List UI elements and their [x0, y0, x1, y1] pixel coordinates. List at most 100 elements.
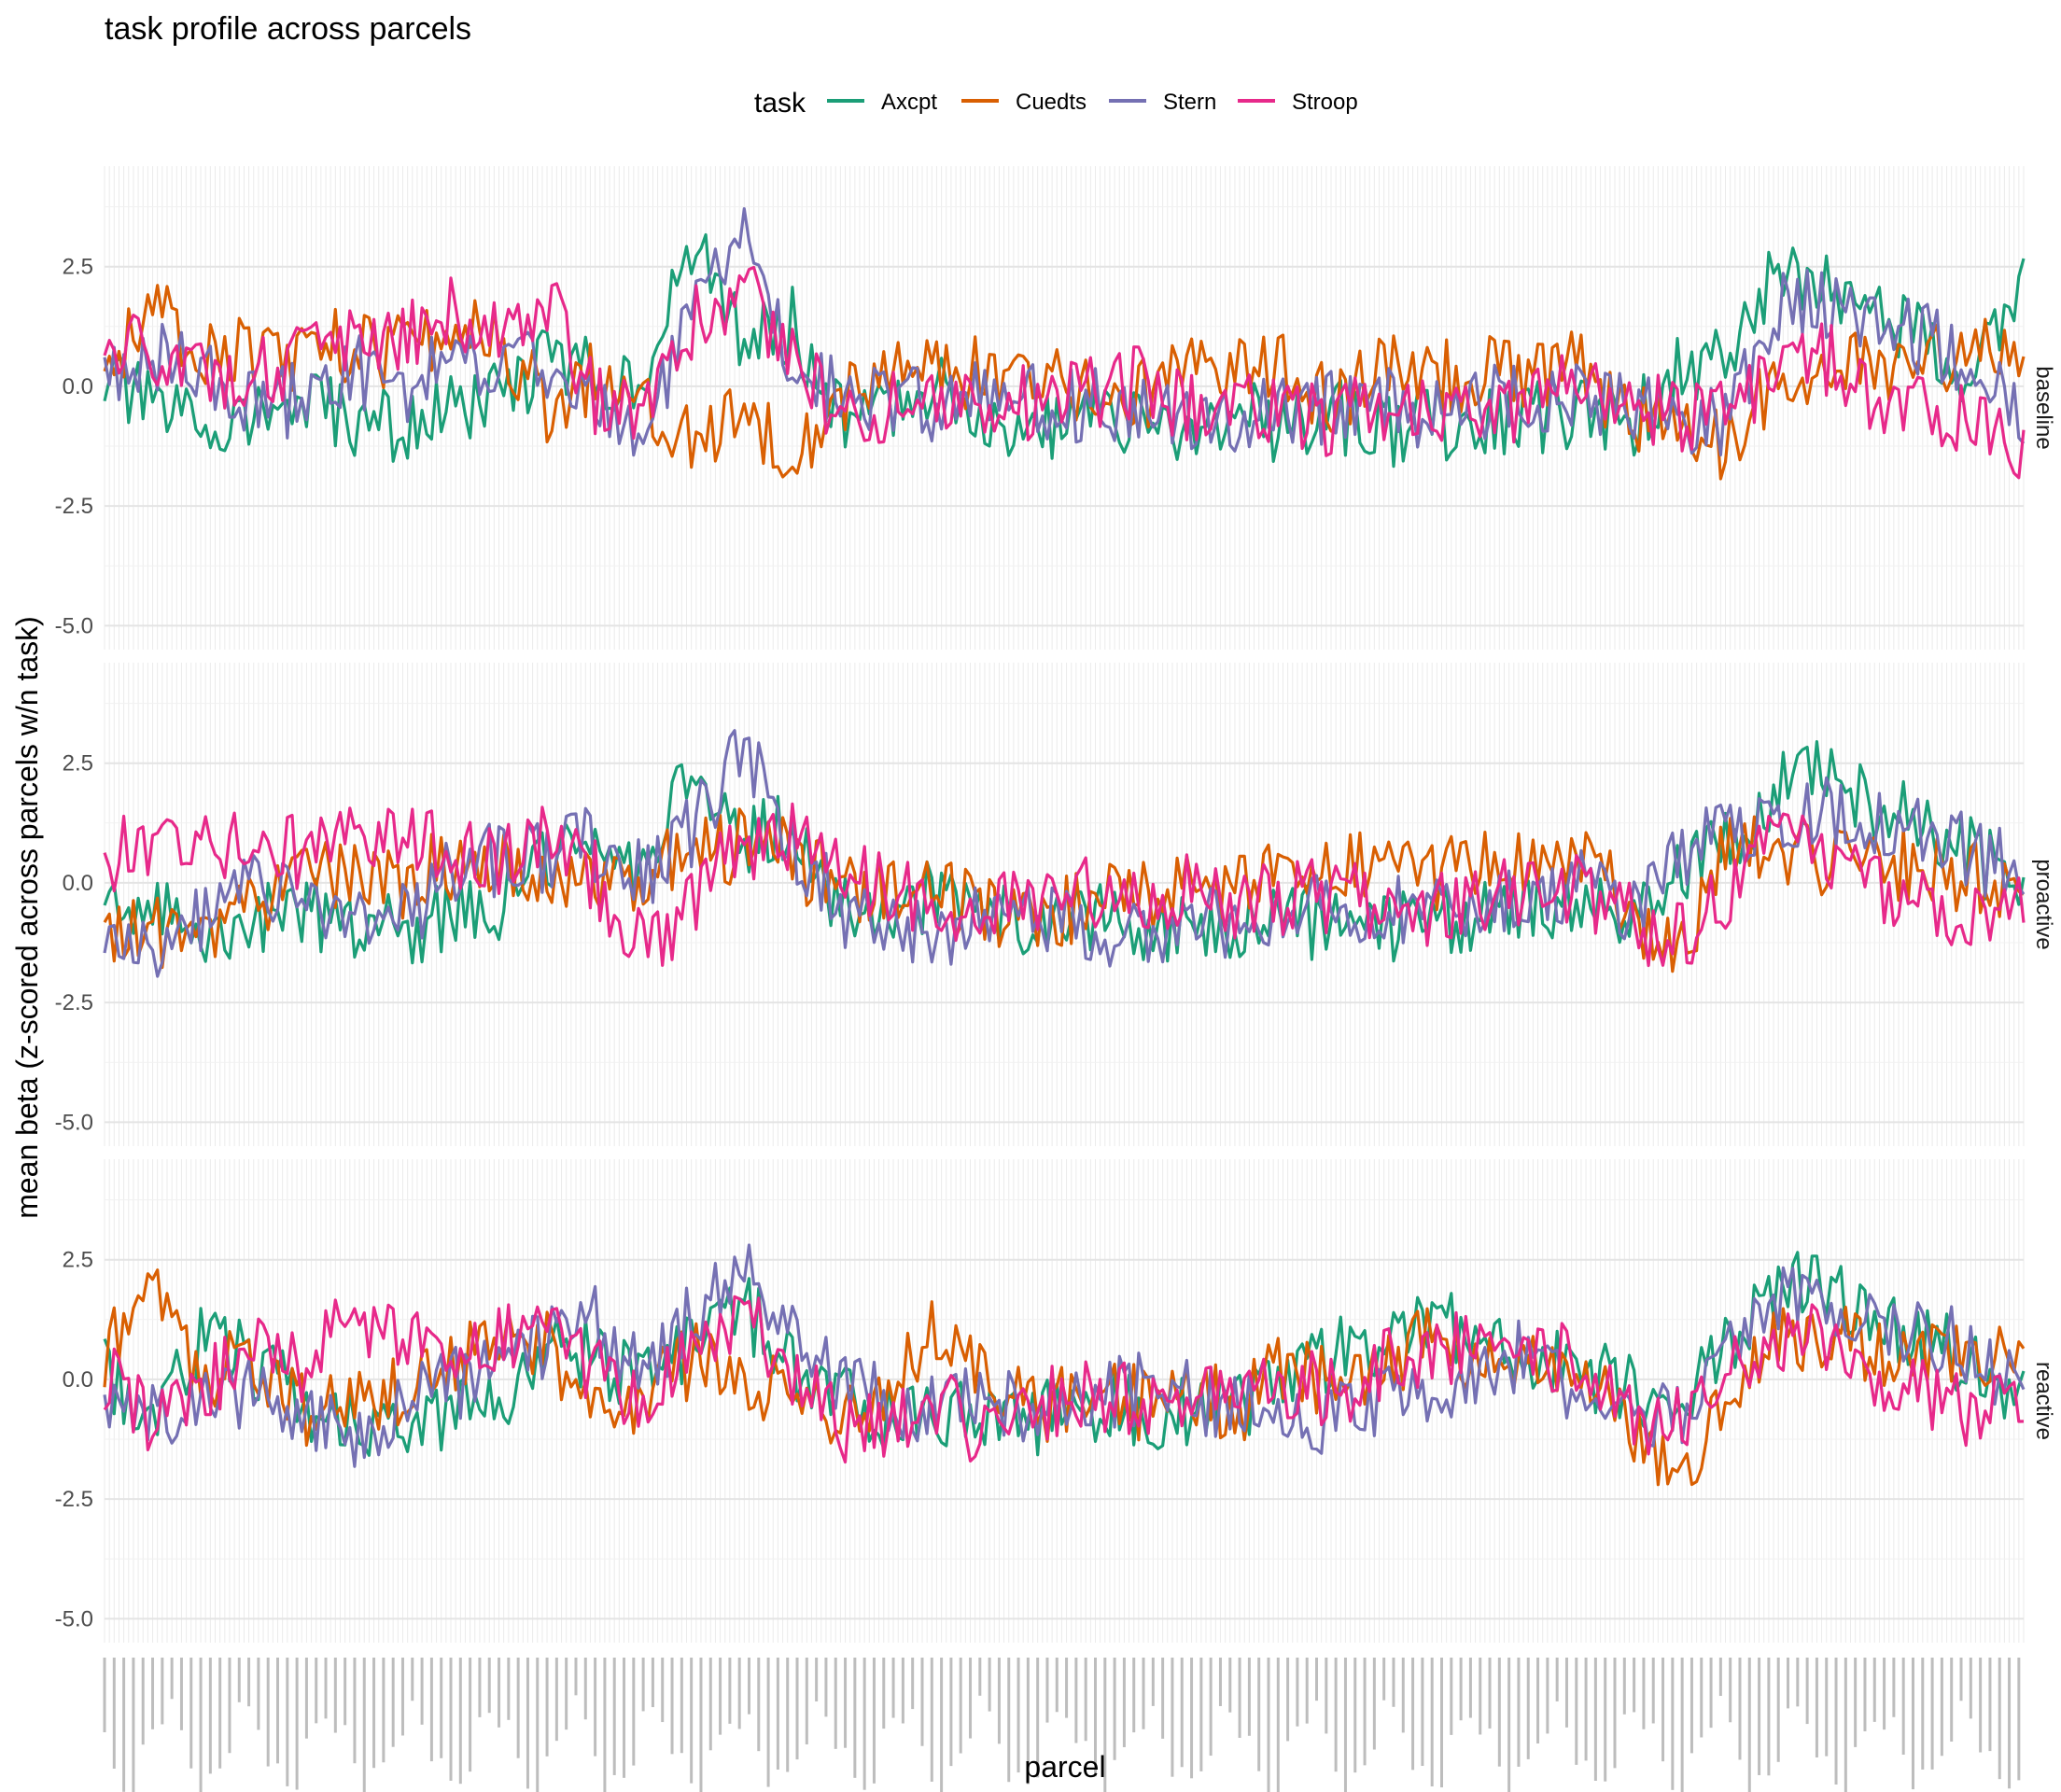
x-tick-label [719, 1658, 722, 1735]
x-tick-label [1228, 1658, 1232, 1713]
x-tick-label [411, 1658, 414, 1701]
x-tick-label [766, 1658, 770, 1787]
x-tick-label [228, 1658, 231, 1754]
x-tick-label [237, 1658, 241, 1702]
x-tick-label [1238, 1658, 1241, 1738]
x-tick-label [1738, 1658, 1742, 1760]
x-tick-label [1815, 1658, 1818, 1758]
x-tick-label [786, 1658, 790, 1772]
x-tick-label [891, 1658, 895, 1718]
x-tick-label [1854, 1658, 1858, 1747]
x-tick-label [1709, 1658, 1713, 1729]
x-tick-label [1372, 1658, 1376, 1750]
x-tick-label [1883, 1658, 1886, 1730]
x-tick-label [651, 1658, 654, 1708]
x-tick-label [1382, 1658, 1386, 1701]
x-tick-label [844, 1658, 848, 1748]
x-tick-label [1122, 1658, 1126, 1747]
x-tick-label [353, 1658, 357, 1764]
x-tick-label [199, 1658, 203, 1792]
legend-label-axcpt: Axcpt [881, 90, 937, 115]
x-tick-label [1247, 1658, 1251, 1736]
x-tick-label [382, 1658, 386, 1763]
x-tick-label [969, 1658, 973, 1739]
x-tick-label [304, 1658, 308, 1739]
y-tick-label: 2.5 [63, 751, 93, 777]
y-tick-label: -2.5 [55, 1487, 93, 1512]
x-tick-label [1276, 1658, 1280, 1792]
x-tick-label [882, 1658, 886, 1729]
x-tick-label [2017, 1658, 2021, 1781]
x-tick-label [1575, 1658, 1578, 1765]
x-tick-label [1497, 1658, 1501, 1767]
x-tick-label [641, 1658, 645, 1712]
x-tick-label [1950, 1658, 1954, 1742]
x-tick-label [315, 1658, 318, 1724]
x-tick-label [1296, 1658, 1299, 1727]
x-tick-label [218, 1658, 222, 1769]
y-tick-label: -5.0 [55, 613, 93, 638]
vertical-grid [104, 663, 2025, 1146]
x-tick-label [834, 1658, 837, 1749]
x-tick-label [1517, 1658, 1521, 1767]
chart-title: task profile across parcels [105, 11, 471, 47]
x-tick-label [911, 1658, 915, 1710]
x-tick-label [1036, 1658, 1040, 1778]
panel-proactive: -5.0 -2.5 0.0 2.5 proactive [55, 663, 2056, 1146]
x-tick-label [997, 1658, 1001, 1744]
x-tick-label [1892, 1658, 1896, 1717]
x-tick-label [208, 1658, 212, 1774]
x-tick-label [1758, 1658, 1761, 1775]
x-tick-label [141, 1658, 145, 1745]
x-tick-label [680, 1658, 683, 1754]
x-tick-label [1921, 1658, 1925, 1770]
x-tick-label [1863, 1658, 1867, 1731]
y-tick-label: -2.5 [55, 990, 93, 1015]
x-tick-label [458, 1658, 462, 1785]
x-tick-label [1325, 1658, 1328, 1734]
x-tick-label [1988, 1658, 1992, 1752]
x-tick-label [1872, 1658, 1876, 1722]
x-tick-label [161, 1658, 164, 1725]
x-tick-label [1633, 1658, 1636, 1713]
x-tick-labels [103, 1658, 2021, 1792]
legend-label-stroop: Stroop [1292, 90, 1358, 115]
x-tick-label [853, 1658, 857, 1778]
x-tick-label [1421, 1658, 1424, 1767]
x-tick-label [632, 1658, 636, 1766]
x-tick-label [469, 1658, 472, 1772]
y-tick-label: -5.0 [55, 1606, 93, 1631]
legend: task Axcpt Cuedts Stern Stroop [754, 88, 1358, 119]
x-tick-label [1671, 1658, 1675, 1790]
x-tick-label [1209, 1658, 1213, 1757]
x-tick-label [2008, 1658, 2012, 1789]
x-tick-label [295, 1658, 299, 1790]
x-tick-label [1450, 1658, 1453, 1735]
x-tick-label [1593, 1658, 1597, 1781]
x-tick-label [429, 1658, 433, 1762]
x-tick-label [324, 1658, 328, 1719]
x-tick-label [1353, 1658, 1357, 1773]
x-tick-label [1199, 1658, 1203, 1771]
series-line-stroop [103, 265, 2026, 480]
x-tick-label [670, 1658, 674, 1755]
x-tick-label [333, 1658, 337, 1733]
x-tick-label [862, 1658, 866, 1790]
series-line-stern [103, 207, 2026, 457]
x-tick-label [1998, 1658, 2001, 1780]
x-tick-label [1142, 1658, 1145, 1729]
x-tick-label [776, 1658, 779, 1770]
x-tick-label [1103, 1658, 1107, 1792]
x-tick-label [170, 1658, 174, 1700]
x-tick-label [574, 1658, 578, 1696]
y-axis-title: mean beta (z-scored across parcels w/n t… [10, 616, 44, 1219]
series-line-axcpt [103, 740, 2026, 965]
x-tick-label [805, 1658, 808, 1744]
x-tick-label [1468, 1658, 1472, 1718]
x-tick-label [536, 1658, 540, 1792]
legend-label-cuedts: Cuedts [1016, 90, 1087, 115]
x-tick-label [1844, 1658, 1847, 1792]
facet-strip-label: reactive [2031, 1362, 2056, 1440]
x-tick-label [1065, 1658, 1069, 1718]
x-tick-label [1940, 1658, 1943, 1757]
